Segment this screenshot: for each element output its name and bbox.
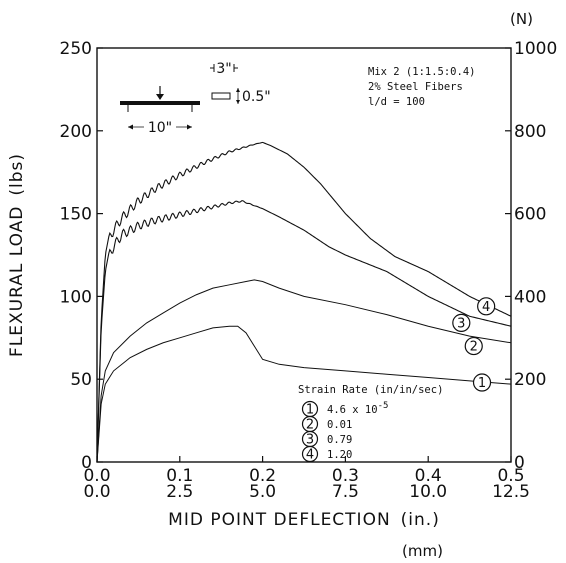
curve-2 xyxy=(96,279,512,463)
y2-tick-label: 400 xyxy=(514,287,546,307)
beam-bar xyxy=(120,101,200,105)
y2-tick-label: 600 xyxy=(514,205,546,225)
svg-text:3: 3 xyxy=(457,316,465,331)
svg-text:1: 1 xyxy=(478,376,486,391)
legend-marker xyxy=(301,445,319,463)
span-label-bg xyxy=(144,118,176,134)
legend-label: 0.79 xyxy=(327,434,352,446)
span-label: 10" xyxy=(148,120,172,136)
y2-tick-label: 200 xyxy=(514,370,546,390)
svg-text:1: 1 xyxy=(306,403,314,418)
legend-item-4: 4 1.20 xyxy=(301,445,352,463)
x2-axis-unit: (mm) xyxy=(402,542,443,560)
y-tick-label: 150 xyxy=(60,205,92,225)
x2-tick-label: 12.5 xyxy=(492,482,530,502)
width-label: 3" xyxy=(216,61,231,77)
span-arrow-left xyxy=(128,124,133,130)
load-arrow-head xyxy=(156,94,164,100)
curve-end-markers: 1 23 4 xyxy=(452,297,496,392)
end-marker-4: 4 xyxy=(477,297,496,316)
info-line-1: Mix 2 (1:1.5:0.4) xyxy=(368,66,475,78)
span-arrow-right xyxy=(187,124,192,130)
svg-text:4: 4 xyxy=(306,448,314,463)
y2-tick-label: 800 xyxy=(514,122,546,142)
svg-text:4: 4 xyxy=(482,300,490,315)
end-marker-2: 2 xyxy=(464,336,483,356)
plot-frame xyxy=(96,47,512,463)
legend-label: 1.20 xyxy=(327,449,352,461)
info-line-3: l/d = 100 xyxy=(368,96,425,108)
beam-sketch: 10" 3" 0.5" xyxy=(120,61,271,136)
curve-3 xyxy=(96,200,512,463)
y-tick-label: 250 xyxy=(60,39,92,59)
legend-item-1: 1 4.6 x 10-5 xyxy=(301,400,388,418)
y2-axis-unit: (N) xyxy=(510,10,533,28)
y-axis-unit: (lbs) xyxy=(7,153,27,196)
info-line-2: 2% Steel Fibers xyxy=(368,81,463,93)
depth-arrow-top xyxy=(236,88,240,92)
x2-tick-label: 7.5 xyxy=(332,482,359,502)
svg-text:2: 2 xyxy=(470,340,478,355)
curve-1 xyxy=(96,325,512,463)
x-tick-label: 0.5 xyxy=(497,466,524,486)
legend-items: 1 4.6 x 10-52 0.013 0.794 1.20 xyxy=(301,400,388,463)
x2-tick-label: 5.0 xyxy=(249,482,276,502)
y2-tick-label: 1000 xyxy=(514,39,557,59)
svg-text:2: 2 xyxy=(306,418,314,433)
svg-text:3: 3 xyxy=(306,433,314,448)
axis-ticks: 0 0 50 200 100 400 150 600 200 800 250 1000 0.00.0 0.… xyxy=(60,39,558,502)
x-tick-label: 0.2 xyxy=(249,466,276,486)
x-tick-label: 0.3 xyxy=(332,466,359,486)
y-tick-label: 0 xyxy=(81,453,92,473)
y-axis-label: FLEXURAL LOAD xyxy=(7,206,27,357)
x-tick-label: 0.4 xyxy=(415,466,442,486)
legend-item-2: 2 0.01 xyxy=(301,415,352,433)
strain-rate-legend: Strain Rate (in/in/sec) 1 4.6 x 10-52 0.01… xyxy=(298,384,443,463)
legend-label: 4.6 x 10-5 xyxy=(327,401,388,416)
cross-section xyxy=(211,92,231,100)
depth-label: 0.5" xyxy=(242,89,271,105)
x2-tick-label: 2.5 xyxy=(166,482,193,502)
end-marker-1: 1 xyxy=(472,373,492,392)
x-tick-label: 0.1 xyxy=(166,466,193,486)
legend-item-3: 3 0.79 xyxy=(301,430,352,448)
y-tick-label: 200 xyxy=(60,122,92,142)
x-axis-label: MID POINT DEFLECTION xyxy=(168,510,391,530)
end-marker-3: 3 xyxy=(452,313,471,332)
load-curves xyxy=(96,141,512,463)
legend-title: Strain Rate (in/in/sec) xyxy=(298,384,443,396)
y2-tick-label: 0 xyxy=(514,453,525,473)
y-tick-label: 100 xyxy=(60,287,92,307)
mix-info: Mix 2 (1:1.5:0.4) 2% Steel Fibers l/d = … xyxy=(368,66,475,108)
curve-4 xyxy=(96,141,512,463)
width-bracket xyxy=(210,64,238,72)
x-tick-label: 0.0 xyxy=(83,466,110,486)
x-axis-title: MID POINT DEFLECTION (in.) xyxy=(168,510,440,530)
legend-label: 0.01 xyxy=(327,419,352,431)
depth-arrow-bottom xyxy=(236,100,240,104)
x2-tick-label: 0.0 xyxy=(83,482,110,502)
x-axis-unit: (in.) xyxy=(401,510,440,530)
y-tick-label: 50 xyxy=(70,370,92,390)
x2-tick-label: 10.0 xyxy=(409,482,447,502)
y-axis-title: FLEXURAL LOAD (lbs) xyxy=(7,153,27,357)
